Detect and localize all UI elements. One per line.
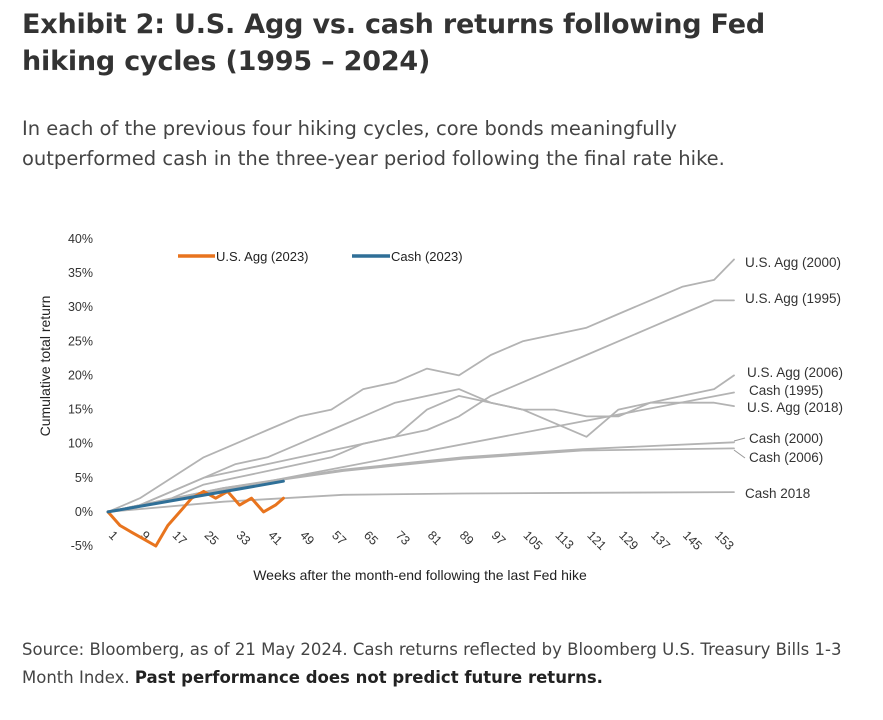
x-tick-label: 17: [170, 528, 190, 548]
x-axis-title: Weeks after the month-end following the …: [253, 567, 587, 583]
legend-label-u-s-agg-2023: U.S. Agg (2023): [216, 249, 309, 264]
title-line-2: hiking cycles (1995 – 2024): [22, 46, 431, 77]
y-tick-label: 40%: [68, 232, 93, 246]
legend-label-cash-2023: Cash (2023): [391, 249, 463, 264]
y-tick-label: 0%: [75, 505, 93, 519]
series-label-cash-2006: Cash (2006): [749, 450, 823, 465]
x-tick-label: 113: [552, 528, 576, 552]
y-tick-label: -5%: [71, 539, 93, 553]
y-tick-label: 20%: [68, 368, 93, 382]
x-tick-label: 153: [712, 528, 737, 553]
title-line-1: Exhibit 2: U.S. Agg vs. cash returns fol…: [22, 9, 765, 40]
y-axis-title: Cumulative total return: [37, 296, 53, 437]
x-tick-label: 1: [106, 528, 121, 543]
series-label-u-s-agg-2000: U.S. Agg (2000): [745, 255, 841, 270]
x-tick-label: 137: [648, 528, 673, 553]
x-tick-label: 57: [329, 528, 349, 548]
x-tick-label: 97: [489, 528, 509, 548]
returns-line-chart: -5%0%5%10%15%20%25%30%35%40% 1 9 17 25 33 41 4…: [37, 232, 843, 583]
x-tick-label: 25: [202, 528, 222, 548]
y-tick-label: 25%: [68, 334, 93, 348]
subtitle-line-2: outperformed cash in the three-year peri…: [22, 147, 725, 170]
x-tick-label: 49: [297, 528, 317, 548]
chart-legend: U.S. Agg (2023) Cash (2023): [178, 249, 463, 264]
x-tick-label: 105: [521, 528, 546, 553]
series-line-u-s-agg-2006: [107, 374, 735, 513]
series-line-u-s-agg-2018: [107, 388, 735, 513]
x-tick-label: 145: [680, 528, 705, 553]
y-tick-label: 15%: [68, 403, 93, 417]
series-line-u-s-agg-2000: [107, 258, 735, 513]
series-label-u-s-agg-1995: U.S. Agg (1995): [745, 291, 841, 306]
series-label-layer: U.S. Agg (2000) U.S. Agg (1995) U.S. Agg (…: [733, 255, 843, 501]
series-line-cash-2018: [107, 491, 735, 513]
series-label-leader: [733, 437, 746, 442]
exhibit-subtitle: In each of the previous four hiking cycl…: [22, 114, 872, 174]
series-line-cash-1995: [107, 391, 735, 513]
y-tick-label: 30%: [68, 300, 93, 314]
x-tick-label: 121: [584, 528, 609, 553]
source-note: Source: Bloomberg, as of 21 May 2024. Ca…: [22, 636, 872, 692]
x-tick-label: 81: [425, 528, 445, 548]
x-tick-label: 65: [361, 528, 381, 548]
x-tick-label: 89: [457, 528, 477, 548]
subtitle-line-1: In each of the previous four hiking cycl…: [22, 117, 677, 140]
series-layer: [106, 258, 735, 548]
series-label-u-s-agg-2006: U.S. Agg (2006): [747, 365, 843, 380]
series-label-cash-2000: Cash (2000): [749, 431, 823, 446]
x-axis: 1 9 17 25 33 41 49 57 65 73 81 89 97 105 113 121 129 137 1…: [106, 528, 737, 553]
y-tick-label: 35%: [68, 266, 93, 280]
y-axis: -5% 0% 5% 10% 15% 20% 25% 30% 35% 40%: [68, 232, 93, 553]
x-tick-label: 73: [393, 528, 413, 548]
source-text: Source: Bloomberg, as of 21 May 2024. Ca…: [22, 640, 842, 687]
series-label-cash-2018: Cash 2018: [745, 486, 810, 501]
y-tick-label: 10%: [68, 437, 93, 451]
series-label-leader: [733, 449, 746, 459]
x-tick-label: 33: [233, 528, 253, 548]
x-tick-label: 41: [265, 528, 285, 548]
series-label-cash-1995: Cash (1995): [749, 383, 823, 398]
series-line-u-s-agg-1995: [107, 299, 735, 513]
series-label-u-s-agg-2018: U.S. Agg (2018): [747, 400, 843, 415]
y-tick-label: 5%: [75, 471, 93, 485]
x-tick-label: 129: [616, 528, 641, 553]
performance-disclaimer: Past performance does not predict future…: [134, 668, 603, 687]
exhibit-title: Exhibit 2: U.S. Agg vs. cash returns fol…: [22, 6, 872, 80]
series-line-cash-2023: [106, 479, 285, 514]
